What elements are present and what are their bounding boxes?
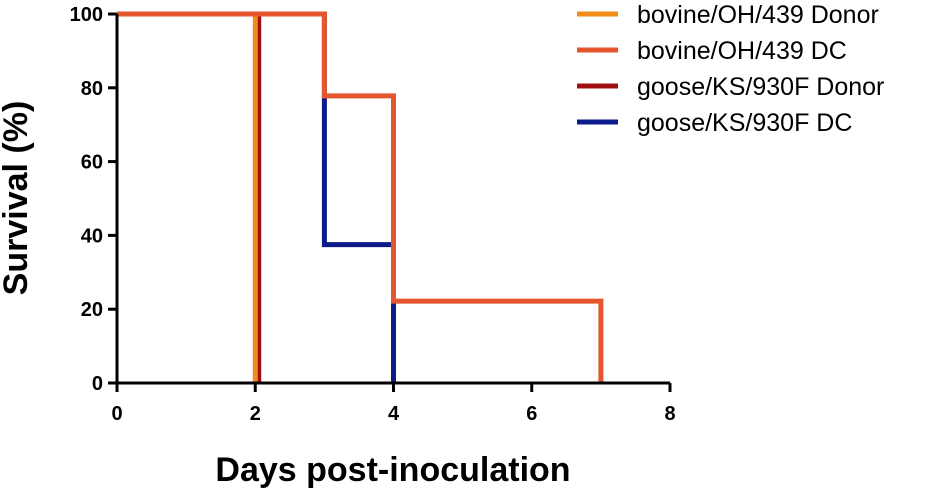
plot-area: [117, 11, 604, 383]
y-tick-label: 0: [92, 373, 103, 395]
legend-label-1: bovine/OH/439 DC: [637, 37, 847, 65]
x-tick-label: 8: [664, 403, 675, 425]
series-line-2: [117, 11, 262, 383]
x-tick-label: 6: [526, 403, 537, 425]
y-tick-label: 60: [81, 152, 103, 174]
x-axis-title: Days post-inoculation: [215, 451, 570, 489]
legend-label-0: bovine/OH/439 Donor: [637, 1, 879, 29]
series-line-1: [117, 11, 604, 383]
x-tick-label: 0: [111, 403, 122, 425]
series-line-0: [117, 11, 258, 383]
legend-label-3: goose/KS/930F DC: [637, 109, 852, 137]
y-tick-label: 80: [81, 78, 103, 100]
legend: bovine/OH/439 Donor bovine/OH/439 DC goose…: [577, 1, 884, 137]
y-tick-label: 20: [81, 299, 103, 321]
y-tick-label: 100: [70, 4, 103, 26]
x-tick-label: 4: [388, 403, 400, 425]
y-axis-title: Survival (%): [0, 101, 35, 296]
legend-label-2: goose/KS/930F Donor: [637, 73, 884, 101]
x-tick-label: 2: [250, 403, 261, 425]
y-tick-label: 40: [81, 225, 103, 247]
